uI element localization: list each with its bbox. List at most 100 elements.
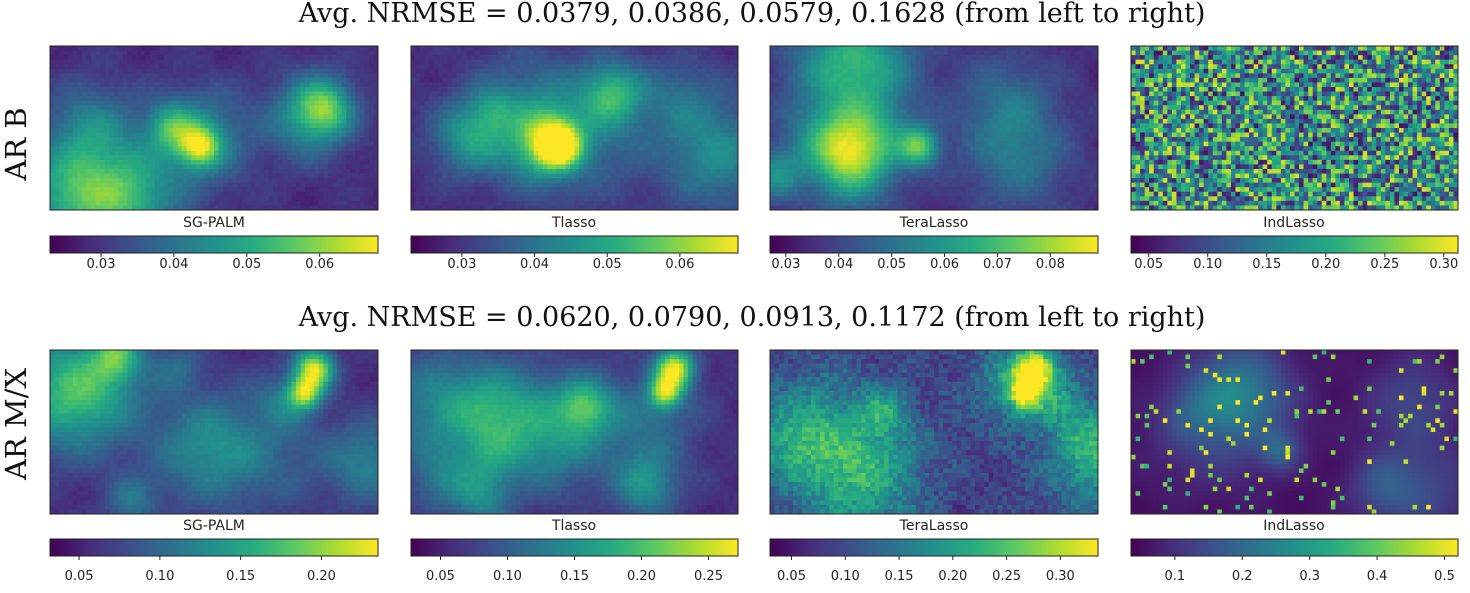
heatmap-cell: [178, 128, 183, 133]
heatmap-cell: [369, 192, 374, 197]
heatmap-cell: [684, 69, 689, 74]
heatmap-cell: [282, 142, 287, 147]
heatmap-cell: [127, 101, 132, 106]
heatmap-cell: [50, 178, 55, 183]
heatmap-cell: [511, 51, 516, 56]
heatmap-cell: [511, 46, 516, 51]
heatmap-cell: [479, 128, 484, 133]
heatmap-cell: [429, 151, 434, 156]
heatmap-cell: [565, 187, 570, 192]
heatmap-cell: [337, 96, 342, 101]
heatmap-cell: [575, 78, 580, 83]
heatmap-cell: [556, 160, 561, 165]
heatmap-cell: [191, 64, 196, 69]
heatmap-cell: [132, 155, 137, 160]
heatmap-cell: [205, 55, 210, 60]
heatmap-cell: [305, 119, 310, 124]
heatmap-cell: [447, 123, 452, 128]
heatmap-cell: [556, 169, 561, 174]
heatmap-cell: [447, 110, 452, 115]
heatmap-cell: [420, 51, 425, 56]
heatmap-cell: [674, 187, 679, 192]
heatmap-cell: [332, 146, 337, 151]
heatmap-cell: [570, 78, 575, 83]
heatmap-cell: [579, 142, 584, 147]
heatmap-cell: [291, 114, 296, 119]
heatmap-cell: [620, 46, 625, 51]
heatmap-cell: [429, 183, 434, 188]
heatmap-cell: [260, 146, 265, 151]
heatmap-cell: [228, 114, 233, 119]
heatmap-cell: [697, 155, 702, 160]
heatmap-cell: [497, 105, 502, 110]
heatmap-cell: [200, 187, 205, 192]
heatmap-cell: [715, 87, 720, 92]
heatmap-cell: [355, 101, 360, 106]
heatmap-cell: [237, 169, 242, 174]
heatmap-cell: [137, 82, 142, 87]
heatmap-cell: [706, 110, 711, 115]
heatmap-cell: [82, 46, 87, 51]
heatmap-cell: [434, 51, 439, 56]
heatmap-cell: [114, 82, 119, 87]
heatmap-cell: [346, 178, 351, 183]
heatmap-cell: [287, 183, 292, 188]
heatmap-cell: [123, 55, 128, 60]
heatmap-cell: [86, 192, 91, 197]
heatmap-cell: [538, 164, 543, 169]
heatmap-cell: [100, 174, 105, 179]
heatmap-cell: [132, 73, 137, 78]
heatmap-cell: [411, 78, 416, 83]
heatmap-cell: [118, 164, 123, 169]
heatmap-cell: [452, 73, 457, 78]
heatmap-cell: [164, 123, 169, 128]
heatmap-cell: [597, 60, 602, 65]
heatmap-cell: [638, 51, 643, 56]
heatmap-cell: [484, 160, 489, 165]
heatmap-cell: [670, 151, 675, 156]
heatmap-cell: [493, 137, 498, 142]
heatmap-cell: [323, 183, 328, 188]
heatmap-cell: [159, 196, 164, 201]
heatmap-cell: [64, 96, 69, 101]
heatmap-cell: [497, 82, 502, 87]
heatmap-cell: [470, 96, 475, 101]
heatmap-cell: [364, 64, 369, 69]
heatmap-cell: [688, 142, 693, 147]
heatmap-cell: [520, 92, 525, 97]
heatmap-cell: [584, 174, 589, 179]
heatmap-cell: [200, 92, 205, 97]
heatmap-cell: [416, 133, 421, 138]
heatmap-cell: [611, 51, 616, 56]
heatmap-cell: [665, 169, 670, 174]
heatmap-cell: [118, 64, 123, 69]
heatmap-cell: [652, 187, 657, 192]
heatmap-cell: [461, 174, 466, 179]
heatmap-cell: [360, 133, 365, 138]
heatmap-cell: [287, 160, 292, 165]
heatmap-cell: [310, 119, 315, 124]
heatmap-cell: [597, 92, 602, 97]
heatmap-cell: [246, 155, 251, 160]
heatmap-cell: [50, 87, 55, 92]
heatmap-cell: [255, 151, 260, 156]
heatmap-cell: [273, 183, 278, 188]
heatmap-cell: [443, 101, 448, 106]
heatmap-cell: [232, 169, 237, 174]
heatmap-cell: [232, 78, 237, 83]
heatmap-cell: [118, 128, 123, 133]
heatmap-cell: [447, 87, 452, 92]
heatmap-cell: [232, 105, 237, 110]
heatmap-cell: [291, 51, 296, 56]
heatmap-cell: [100, 114, 105, 119]
heatmap-cell: [584, 178, 589, 183]
heatmap-cell: [337, 105, 342, 110]
heatmap-cell: [305, 155, 310, 160]
heatmap-cell: [146, 69, 151, 74]
heatmap-cell: [73, 169, 78, 174]
heatmap-cell: [543, 169, 548, 174]
heatmap-cell: [82, 137, 87, 142]
heatmap-cell: [146, 142, 151, 147]
heatmap-cell: [146, 128, 151, 133]
heatmap-cell: [515, 169, 520, 174]
